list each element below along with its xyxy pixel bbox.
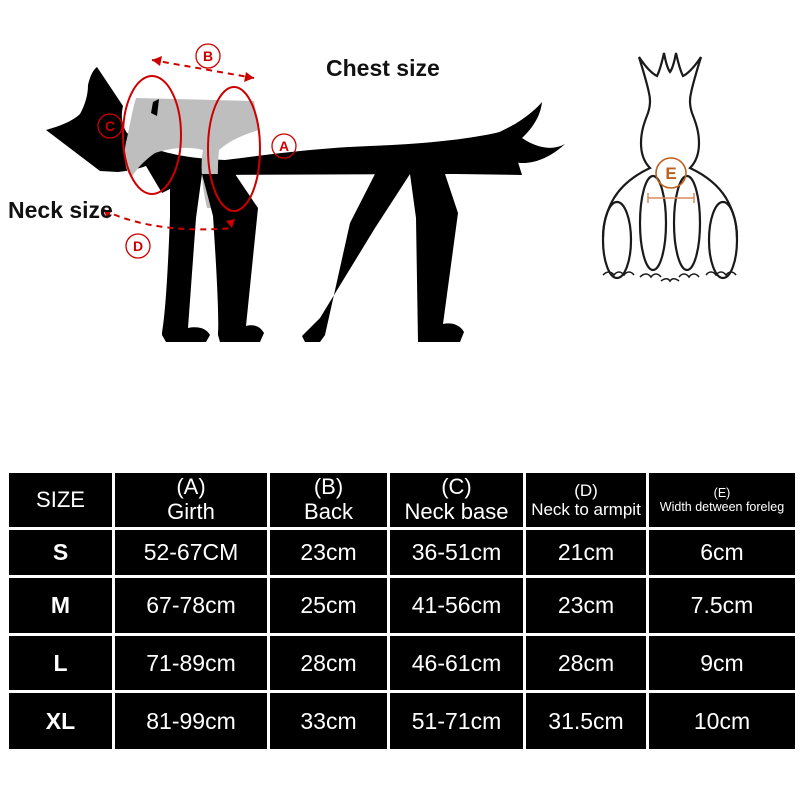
svg-text:B: B: [203, 48, 213, 64]
svg-text:Chest size: Chest size: [326, 55, 440, 81]
svg-text:A: A: [279, 138, 289, 154]
svg-text:E: E: [665, 164, 676, 183]
svg-text:C: C: [105, 118, 115, 134]
svg-text:Neck size: Neck size: [8, 197, 113, 223]
svg-text:D: D: [133, 238, 143, 254]
